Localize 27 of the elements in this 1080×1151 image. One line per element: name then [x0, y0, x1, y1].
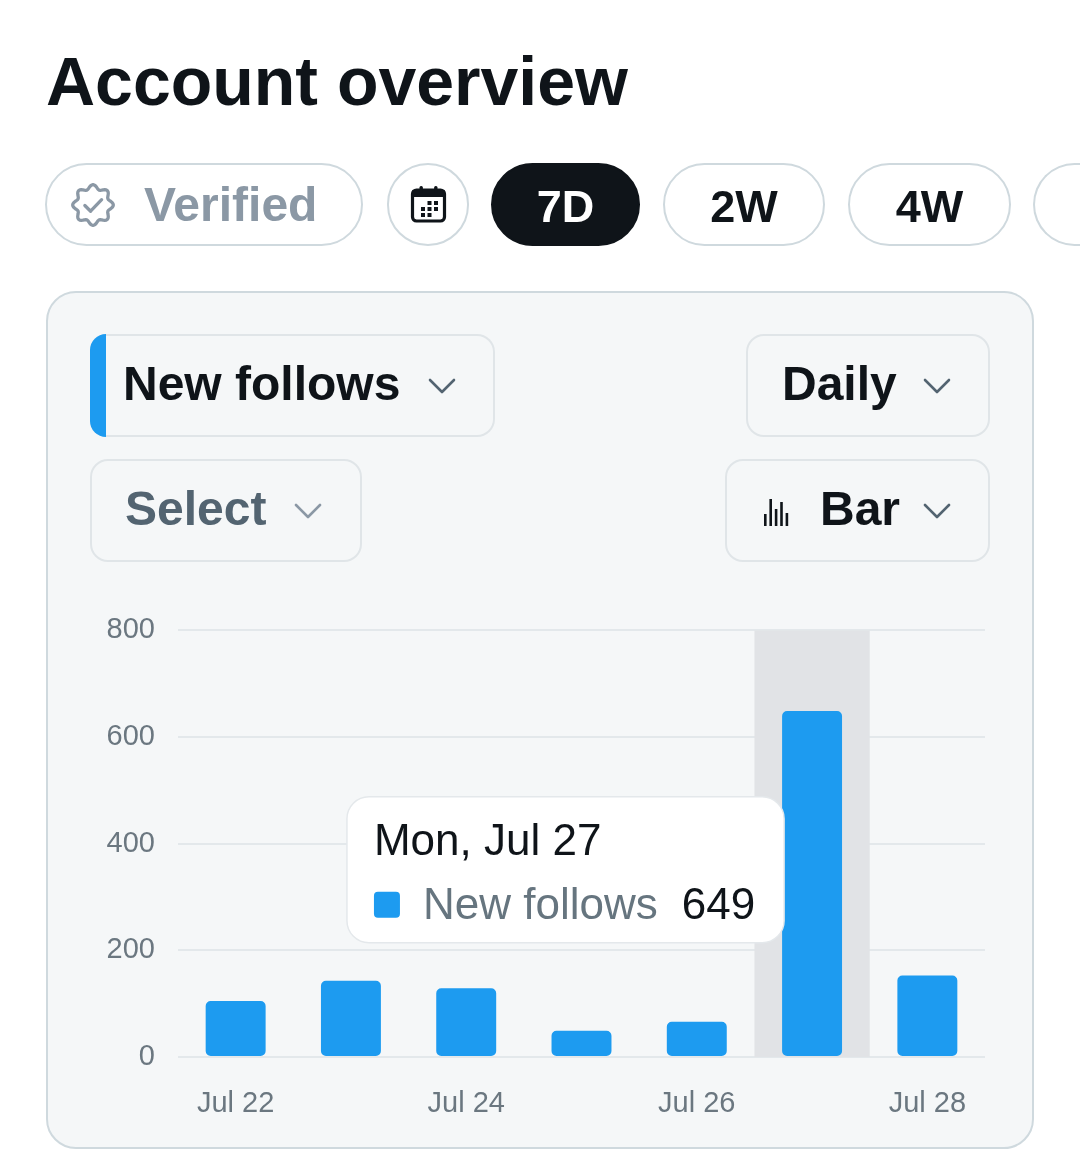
- bar: [320, 980, 381, 1056]
- pill-button: 2W: [663, 163, 825, 246]
- x-tick-label: Jul 24: [427, 1086, 505, 1119]
- dropdown: Select: [90, 459, 362, 562]
- bar: [205, 1001, 266, 1056]
- x-tick-label: Jul 22: [196, 1086, 275, 1119]
- annotation: 649: [681, 878, 756, 928]
- dropdown: Daily: [746, 334, 990, 437]
- chart-title: Account overview: [46, 43, 628, 120]
- bar: [897, 975, 958, 1056]
- bar: [666, 1021, 727, 1056]
- pill-button: 4W: [848, 163, 1011, 246]
- dropdown: Bar: [725, 459, 990, 562]
- x-tick-label: Jul 28: [888, 1086, 967, 1119]
- dropdown: New follows: [106, 334, 495, 437]
- y-tick-label: 400: [106, 825, 155, 858]
- y-tick-label: 600: [106, 719, 155, 752]
- y-tick-label: 0: [138, 1039, 155, 1071]
- annotation: Mon, Jul 27: [373, 814, 602, 864]
- pill-button: Verified: [45, 163, 363, 246]
- y-tick-label: 800: [106, 612, 155, 645]
- legend-label: New follows: [422, 878, 658, 928]
- bar: [551, 1030, 612, 1056]
- bar: [436, 988, 497, 1056]
- y-tick-label: 200: [106, 932, 155, 965]
- x-tick-label: Jul 26: [658, 1086, 736, 1119]
- pill-button: 7D: [491, 163, 640, 246]
